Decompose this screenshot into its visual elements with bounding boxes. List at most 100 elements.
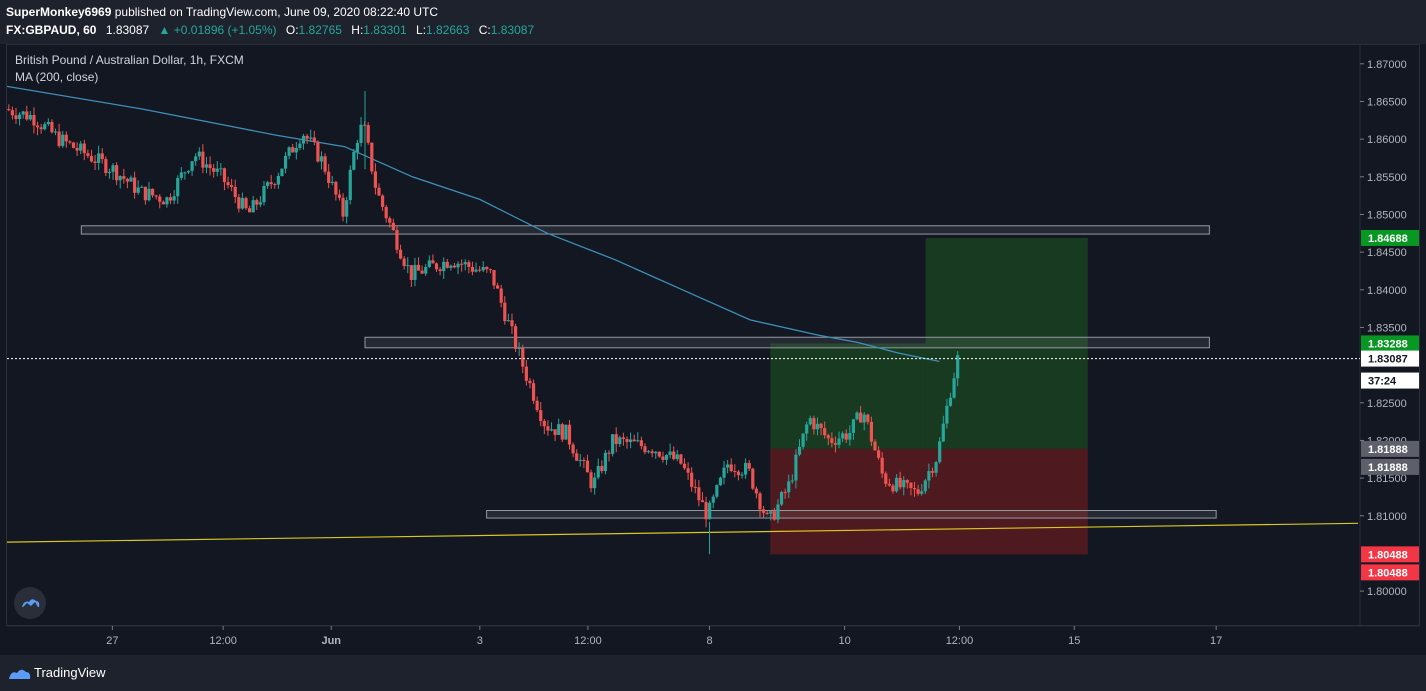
candle-body	[499, 288, 503, 303]
legend-ma[interactable]: MA (200, close)	[15, 70, 99, 84]
candle-body	[819, 423, 823, 429]
candle-body	[938, 441, 942, 463]
candle-body	[571, 444, 575, 454]
candle-body	[406, 265, 410, 267]
candle-body	[355, 142, 360, 152]
candle-body	[898, 477, 902, 488]
price-label-bg	[1361, 229, 1419, 246]
price-label: 1.81888	[1368, 444, 1408, 456]
change-arrow-icon: ▲	[158, 23, 171, 37]
candle-body	[391, 222, 395, 231]
candle-body	[905, 480, 909, 483]
low-value: 1.82663	[426, 23, 470, 37]
time-tick-label: 12:00	[574, 635, 602, 647]
candle-body	[190, 161, 194, 171]
price-tick-label: 1.84500	[1367, 247, 1407, 259]
candle-body	[276, 176, 280, 185]
time-tick-label: 27	[106, 635, 118, 647]
candle-body	[751, 468, 755, 489]
candle-body	[758, 493, 762, 510]
price-label-bg	[1361, 440, 1419, 457]
candle-body	[920, 491, 924, 494]
candle-body	[179, 172, 183, 179]
legend-title: British Pound / Australian Dollar, 1h, F…	[15, 53, 244, 67]
candle-body	[761, 509, 766, 513]
tradingview-logo-icon	[14, 587, 46, 619]
candle-body	[650, 451, 654, 454]
price-label: 1.81888	[1368, 462, 1408, 474]
candle-body	[859, 412, 863, 423]
change-value: +0.01896 (+1.05%)	[173, 23, 277, 37]
candle-body	[585, 460, 590, 473]
candle-body	[449, 265, 453, 268]
candle-body	[823, 428, 827, 436]
brand-name[interactable]: TradingView	[34, 665, 106, 680]
top-bar: SuperMonkey6969 published on TradingView…	[0, 0, 1426, 44]
candle-body	[10, 110, 14, 116]
candle-body	[237, 197, 241, 209]
ascending-trendline	[6, 522, 1359, 543]
candle-body	[675, 454, 679, 460]
candle-body	[377, 187, 381, 196]
candle-body	[769, 511, 773, 514]
high-value: 1.83301	[363, 23, 407, 37]
candle-body	[460, 263, 464, 265]
candle-body	[312, 137, 316, 142]
candle-body	[661, 456, 665, 460]
price-label: 1.83288	[1368, 338, 1408, 350]
candle-body	[68, 141, 72, 143]
candle-body	[442, 261, 446, 272]
candle-body	[873, 441, 877, 451]
author-name[interactable]: SuperMonkey6969	[6, 5, 112, 19]
candle-body	[301, 135, 306, 144]
candle-body	[359, 124, 363, 143]
candle-body	[589, 472, 593, 489]
candle-body	[309, 137, 313, 139]
candle-body	[704, 502, 708, 520]
candle-body	[941, 423, 945, 442]
candle-body	[197, 151, 201, 157]
price-label-bg	[1361, 335, 1419, 352]
candle-body	[298, 143, 302, 148]
candle-body	[715, 485, 719, 497]
candle-body	[345, 200, 349, 217]
candle-body	[481, 267, 485, 271]
candle-body	[86, 153, 90, 156]
candle-body	[779, 492, 784, 505]
candle-body	[7, 109, 11, 111]
candle-body	[370, 142, 374, 172]
candle-body	[420, 270, 424, 274]
candle-body	[294, 147, 298, 153]
candle-body	[797, 446, 802, 455]
candle-body	[17, 114, 22, 120]
candle-body	[668, 451, 672, 455]
candle-body	[492, 270, 496, 286]
candle-body	[384, 206, 388, 219]
candle-body	[553, 429, 557, 435]
candle-body	[334, 181, 338, 195]
candle-body	[262, 185, 266, 203]
candle-body	[330, 181, 334, 183]
time-tick-label: Jun	[321, 635, 341, 647]
candle-body	[32, 115, 36, 126]
candle-body	[851, 419, 856, 433]
open-label: O:	[285, 23, 299, 37]
candle-body	[539, 410, 543, 421]
candle-body	[323, 156, 327, 172]
candle-body	[866, 414, 870, 422]
candle-body	[884, 473, 888, 484]
candle-body	[230, 185, 234, 187]
candle-body	[43, 124, 47, 130]
candle-body	[28, 115, 32, 120]
candle-body	[140, 186, 144, 188]
candle-body	[183, 172, 187, 174]
candle-body	[524, 366, 528, 381]
candle-body	[251, 200, 255, 213]
price-tick-label: 1.85000	[1367, 209, 1407, 221]
time-tick-label: 15	[1068, 635, 1080, 647]
last-price: 1.83087	[105, 23, 150, 37]
candle-body	[240, 198, 245, 209]
candle-body	[887, 483, 891, 486]
candle-body	[111, 165, 115, 172]
